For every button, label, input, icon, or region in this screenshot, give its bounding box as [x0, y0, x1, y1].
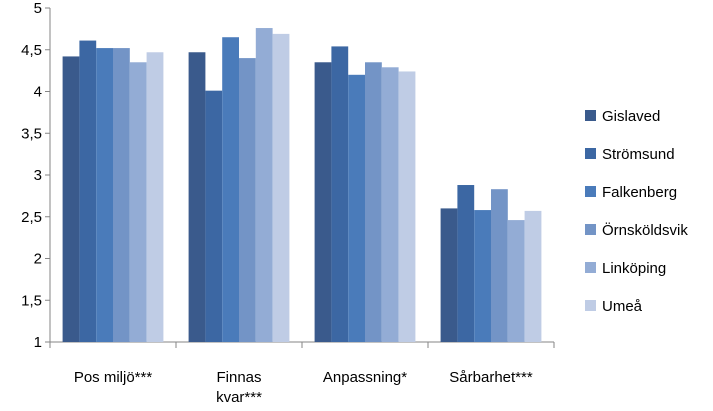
bar [79, 40, 97, 342]
legend-label: Strömsund [602, 146, 675, 163]
bar [146, 52, 164, 342]
x-category-label: Finnas [216, 369, 261, 386]
legend-swatch [585, 300, 596, 311]
bar [348, 74, 365, 343]
bar [507, 220, 525, 342]
legend-swatch [585, 186, 596, 197]
bar [440, 208, 458, 342]
legend-label: Gislaved [602, 108, 660, 125]
bar [272, 33, 290, 342]
legend-swatch [585, 262, 596, 273]
bar [239, 58, 256, 342]
bar [474, 210, 491, 342]
legend-label: Örnsköldsvik [602, 221, 688, 239]
bar [129, 62, 147, 343]
bar [113, 48, 130, 342]
bar [457, 185, 475, 342]
y-tick-label: 4 [34, 84, 42, 101]
x-category-label: Sårbarhet*** [449, 369, 533, 386]
bar [188, 52, 206, 342]
x-category-label: kvar*** [216, 389, 262, 406]
bar [314, 62, 332, 343]
y-tick-label: 2,5 [21, 209, 42, 226]
legend-swatch [585, 148, 596, 159]
bar [381, 67, 399, 342]
bar [96, 48, 113, 342]
legend-label: Linköping [602, 260, 666, 277]
bar [524, 210, 542, 342]
legend-swatch [585, 110, 596, 121]
bar [222, 37, 239, 342]
y-tick-label: 3,5 [21, 125, 42, 142]
bar [398, 71, 416, 343]
y-tick-label: 3 [34, 167, 42, 184]
y-tick-label: 5 [34, 0, 42, 17]
bar [255, 28, 273, 342]
y-tick-label: 2 [34, 251, 42, 268]
y-tick-label: 1,5 [21, 292, 42, 309]
legend-label: Falkenberg [602, 184, 677, 201]
bar [205, 90, 223, 342]
y-tick-label: 4,5 [21, 42, 42, 59]
bar [491, 189, 508, 342]
bar [62, 56, 80, 343]
bar [331, 46, 349, 342]
legend-swatch [585, 224, 596, 235]
legend-label: Umeå [602, 298, 643, 315]
x-category-label: Pos miljö*** [74, 369, 153, 386]
y-tick-label: 1 [34, 334, 42, 351]
bar [365, 62, 382, 343]
x-category-label: Anpassning* [323, 369, 407, 386]
